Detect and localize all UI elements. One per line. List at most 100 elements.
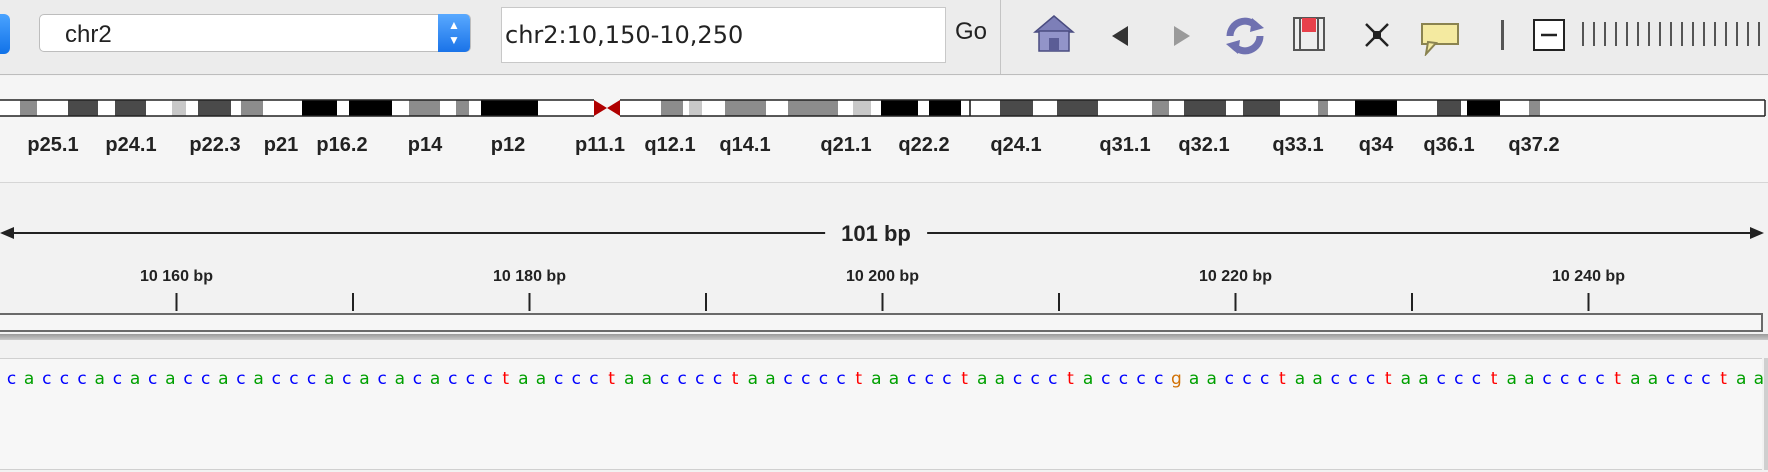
cytoband-label: p21 (263, 134, 299, 156)
toolbar: chr2 ▲▼ Go (0, 0, 1768, 75)
chevron-updown-icon[interactable]: ▲ ▼ (438, 14, 470, 52)
cytoband (1169, 100, 1184, 116)
sequence-base: a (1647, 369, 1659, 389)
cytoband (1280, 100, 1318, 116)
genome-dropdown-edge[interactable] (0, 14, 10, 54)
sequence-base: a (429, 369, 441, 389)
cytoband-label: q22.2 (898, 134, 950, 156)
sequence-base: c (148, 369, 158, 389)
cytoband (456, 100, 469, 116)
chromosome-dropdown[interactable]: chr2 ▲ ▼ (39, 14, 471, 52)
sequence-base: c (924, 369, 934, 389)
sequence-base: t (1384, 369, 1392, 389)
sequence-base: c (571, 369, 581, 389)
sequence-base: c (1365, 369, 1376, 389)
locus-search-input[interactable] (501, 7, 946, 63)
cytoband-label: q12.1 (644, 134, 696, 156)
cytoband-label: p11.1 (574, 134, 626, 156)
cytoband (302, 100, 337, 116)
cytoband (115, 100, 146, 116)
cytoband (1243, 100, 1280, 116)
sequence-base: c (1560, 369, 1570, 389)
sequence-base: a (1524, 369, 1535, 389)
panel-splitter[interactable] (0, 334, 1768, 340)
sequence-base: c (783, 369, 793, 389)
sequence-base: a (747, 369, 758, 389)
span-arrow-left (0, 227, 14, 239)
fit-to-window-icon[interactable] (1362, 20, 1392, 64)
cytoband (469, 100, 481, 116)
centromere (607, 100, 620, 116)
cytoband (853, 100, 871, 116)
zoom-slider-tick (1747, 22, 1749, 46)
home-icon[interactable] (1033, 14, 1075, 58)
sequence-base: a (165, 369, 176, 389)
zoom-slider[interactable] (1582, 22, 1768, 46)
cytoband (263, 100, 302, 116)
zoom-slider-tick (1648, 22, 1650, 46)
ruler-tick-label: 10 240 bp (1552, 268, 1625, 285)
cytoband (766, 100, 788, 116)
panel-divider (0, 182, 1768, 183)
sequence-base: c (306, 369, 317, 389)
zoom-slider-tick (1714, 22, 1716, 46)
sequence-base: a (624, 369, 635, 389)
sequence-base: c (1101, 369, 1111, 389)
cytoband (1318, 100, 1328, 116)
cytoband (661, 100, 683, 116)
sequence-base: c (1595, 369, 1605, 389)
go-button[interactable]: Go (955, 18, 988, 45)
cytoband (198, 100, 231, 116)
chromosome-ideogram-panel[interactable]: p25.1 p24.1 p22.3 p21 p16.2 p14 p12 p11.1 q12.1 q… (0, 76, 1768, 182)
forward-icon[interactable] (1172, 22, 1192, 66)
zoom-slider-tick (1604, 22, 1606, 46)
sequence-base: c (1665, 369, 1676, 389)
zoom-slider-tick (1670, 22, 1672, 46)
sequence-base: t (961, 369, 968, 389)
cytoband (1529, 100, 1540, 116)
sequence-base: a (129, 369, 141, 389)
vertical-scrollbar[interactable] (1764, 358, 1768, 470)
sequence-base: a (535, 369, 547, 389)
zoom-out-icon[interactable] (1532, 17, 1566, 61)
popup-info-icon[interactable] (1418, 14, 1462, 58)
sequence-base: c (1118, 369, 1129, 389)
cytoband (683, 100, 689, 116)
sequence-base: c (1330, 369, 1340, 389)
ruler-tick-label: 10 220 bp (1199, 268, 1272, 285)
refresh-icon[interactable] (1222, 14, 1268, 58)
cytoband (1057, 100, 1098, 116)
cytoband-label: q31.1 (1099, 134, 1151, 156)
zoom-slider-tick (1637, 22, 1639, 46)
cytoband-label: q24.1 (990, 134, 1042, 156)
sequence-base: a (888, 369, 900, 389)
cytoband (1355, 100, 1397, 116)
cytoband (1098, 100, 1152, 116)
sequence-base: g (1170, 369, 1182, 389)
cytoband-label: p25.1 (27, 134, 79, 156)
span-length-label: 101 bp (825, 221, 927, 247)
roi-icon[interactable] (1292, 14, 1326, 58)
sequence-base: c (236, 369, 246, 389)
sequence-base: c (483, 369, 493, 389)
sequence-base: c (942, 369, 952, 389)
sequence-base: a (871, 369, 882, 389)
sequence-base: a (218, 369, 229, 389)
sequence-base: c (342, 369, 352, 389)
sequence-base: a (1418, 369, 1429, 389)
sequence-base: c (1030, 369, 1040, 389)
sequence-base: c (377, 369, 387, 389)
sequence-base: c (712, 369, 723, 389)
chromosome-ideogram[interactable] (0, 76, 1768, 132)
cytoband (1152, 100, 1169, 116)
ruler-tick-label: 10 200 bp (846, 268, 919, 285)
sequence-base: t (1720, 369, 1727, 389)
zoom-slider-tick (1758, 22, 1760, 46)
sequence-base: a (1735, 369, 1747, 389)
back-icon[interactable] (1110, 22, 1130, 66)
zoom-slider-tick (1582, 22, 1584, 46)
cytoband (1000, 100, 1033, 116)
sequence-base: c (1683, 369, 1693, 389)
